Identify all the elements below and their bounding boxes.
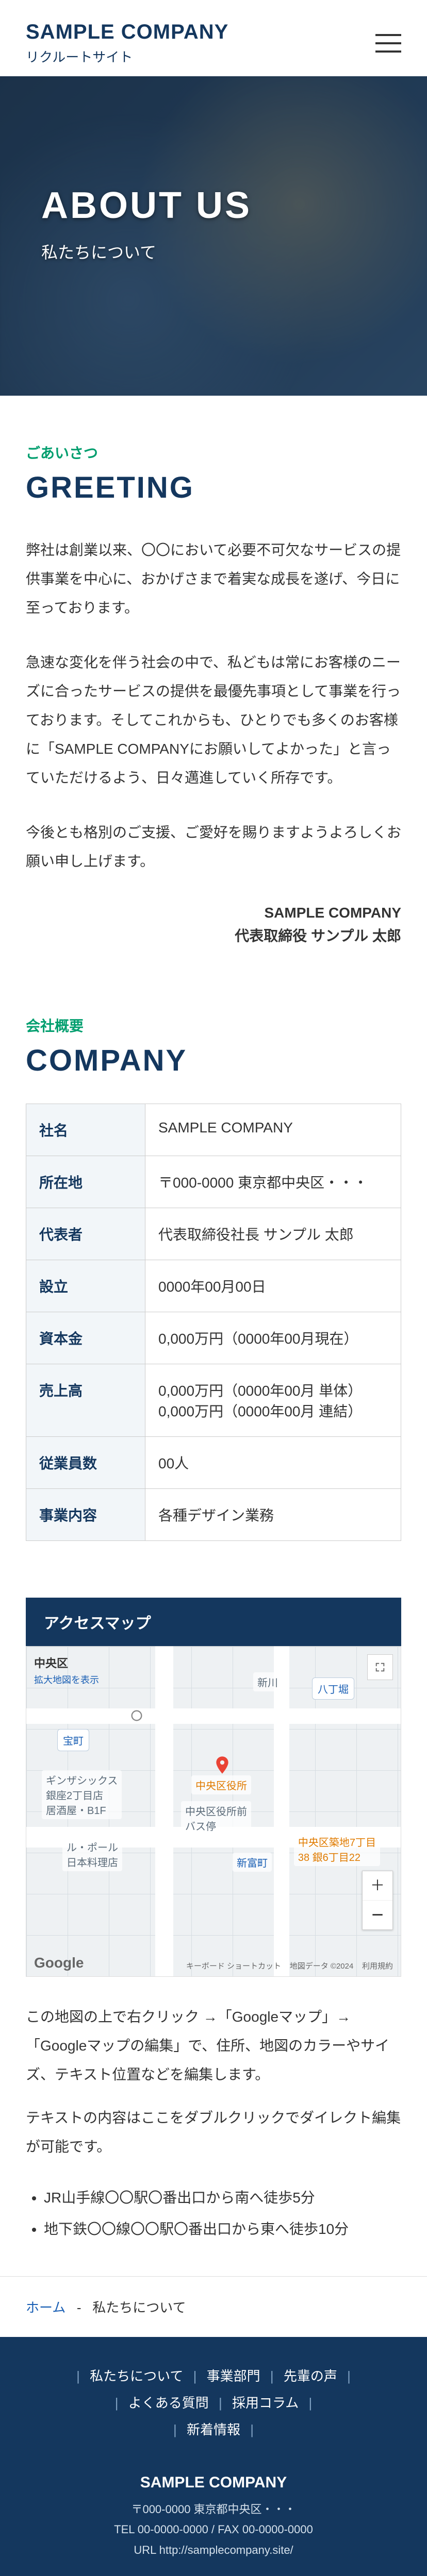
map-zoom-controls: ＋ − xyxy=(362,1871,393,1930)
map-area-name: 中央区 xyxy=(34,1654,99,1671)
breadcrumb-home[interactable]: ホーム xyxy=(26,2300,65,2315)
table-row: 従業員数00人 xyxy=(26,1436,401,1488)
greeting-label: ごあいさつ xyxy=(26,442,401,463)
footer-link[interactable]: 先輩の声 xyxy=(284,2368,337,2384)
menu-button[interactable] xyxy=(375,34,401,53)
greeting-p1: 弊社は創業以来、〇〇において必要不可欠なサービスの提供事業を中心に、おかげさまで… xyxy=(26,536,401,622)
map-label-chuoku-yakusho: 中央区役所 xyxy=(191,1775,251,1794)
table-value: 各種デザイン業務 xyxy=(145,1488,401,1540)
table-key: 従業員数 xyxy=(26,1436,145,1488)
company-table: 社名SAMPLE COMPANY所在地〒000-0000 東京都中央区・・・代表… xyxy=(26,1104,401,1541)
footer-link[interactable]: 私たちについて xyxy=(90,2368,183,2384)
access-list: JR山手線〇〇駅〇番出口から南へ徒歩5分地下鉄〇〇線〇〇駅〇番出口から東へ徒歩1… xyxy=(26,2182,401,2245)
map-terms[interactable]: 利用規約 xyxy=(362,1962,393,1971)
table-key: 資本金 xyxy=(26,1312,145,1364)
map-label-ginza2: ギンザシックス 銀座2丁目店 居酒屋・B1F xyxy=(42,1770,122,1819)
map-pin-icon[interactable] xyxy=(212,1755,233,1775)
breadcrumb: ホーム - 私たちについて xyxy=(0,2276,427,2337)
sign-rep: 代表取締役 サンプル 太郎 xyxy=(26,925,401,948)
map-note-p1: この地図の上で右クリック →「Googleマップ」→「Googleマップの編集」… xyxy=(26,2003,401,2089)
table-value: 0000年00月00日 xyxy=(145,1260,401,1312)
hero-title: ABOUT US xyxy=(41,184,252,227)
breadcrumb-current: 私たちについて xyxy=(92,2300,186,2315)
hero-subtitle: 私たちについて xyxy=(41,240,252,263)
zoom-in-button[interactable]: ＋ xyxy=(363,1871,392,1901)
signature: SAMPLE COMPANY 代表取締役 サンプル 太郎 xyxy=(26,902,401,948)
fullscreen-button[interactable] xyxy=(367,1654,393,1680)
header-branding: SAMPLE COMPANY リクルートサイト xyxy=(26,21,228,66)
company-label: 会社概要 xyxy=(26,1015,401,1036)
table-key: 所在地 xyxy=(26,1156,145,1208)
map-shortcut[interactable]: キーボード ショートカット xyxy=(186,1962,281,1971)
greeting-p3: 今後とも格別のご支援、ご愛好を賜りますようよろしくお願い申し上げます。 xyxy=(26,818,401,876)
map-attribution: Google キーボード ショートカット 地図データ ©2024 利用規約 xyxy=(26,1955,401,1971)
list-item: JR山手線〇〇駅〇番出口から南へ徒歩5分 xyxy=(44,2182,401,2214)
map-station-hacchobori: 八丁堀 xyxy=(312,1677,354,1700)
table-row: 事業内容各種デザイン業務 xyxy=(26,1488,401,1540)
table-value: 0,000万円（0000年00月現在） xyxy=(145,1312,401,1364)
footer-company: SAMPLE COMPANY xyxy=(21,2474,406,2492)
footer-link[interactable]: 事業部門 xyxy=(207,2368,260,2384)
table-value: SAMPLE COMPANY xyxy=(145,1104,401,1156)
map-top-left: 中央区 拡大地図を表示 xyxy=(34,1654,99,1686)
table-key: 代表者 xyxy=(26,1208,145,1260)
footer-link[interactable]: 新着情報 xyxy=(187,2422,240,2437)
map-label-ruporu: ル・ポール 日本料理店 xyxy=(62,1837,122,1871)
table-key: 事業内容 xyxy=(26,1488,145,1540)
greeting-p2: 急速な変化を伴う社会の中で、私どもは常にお客様のニーズに合ったサービスの提供を最… xyxy=(26,648,401,792)
table-value: 〒000-0000 東京都中央区・・・ xyxy=(145,1156,401,1208)
list-item: 地下鉄〇〇線〇〇駅〇番出口から東へ徒歩10分 xyxy=(44,2213,401,2245)
table-row: 社名SAMPLE COMPANY xyxy=(26,1104,401,1156)
greeting-section: ごあいさつ GREETING 弊社は創業以来、〇〇において必要不可欠なサービスの… xyxy=(0,396,427,969)
table-value: 代表取締役社長 サンプル 太郎 xyxy=(145,1208,401,1260)
company-title: COMPANY xyxy=(26,1043,401,1078)
footer-link[interactable]: 採用コラム xyxy=(232,2395,299,2411)
footer-addr2: TEL 00-0000-0000 / FAX 00-0000-0000 xyxy=(21,2519,406,2540)
google-logo: Google xyxy=(34,1955,84,1971)
table-row: 売上高0,000万円（0000年00月 単体） 0,000万円（0000年00月… xyxy=(26,1364,401,1436)
table-key: 売上高 xyxy=(26,1364,145,1436)
map-note-p2: テキストの内容はここをダブルクリックでダイレクト編集が可能です。 xyxy=(26,2104,401,2161)
map-label-chuoku-yakusho-mae: 中央区役所前 バス停 xyxy=(181,1801,251,1835)
table-row: 設立0000年00月00日 xyxy=(26,1260,401,1312)
table-row: 資本金0,000万円（0000年00月現在） xyxy=(26,1312,401,1364)
map-data-copyright: 地図データ ©2024 xyxy=(290,1962,354,1971)
table-value: 00人 xyxy=(145,1436,401,1488)
footer-addr3: URL http://samplecompany.site/ xyxy=(21,2540,406,2561)
site-subtitle: リクルートサイト xyxy=(26,47,228,66)
map-note: この地図の上で右クリック →「Googleマップ」→「Googleマップの編集」… xyxy=(26,2003,401,2161)
company-section: 会社概要 COMPANY 社名SAMPLE COMPANY所在地〒000-000… xyxy=(0,969,427,1562)
zoom-out-button[interactable]: − xyxy=(363,1901,392,1929)
map-frame[interactable]: 中央区 拡大地図を表示 新川 宝町 八丁堀 ギンザシックス 銀座2丁目店 居酒屋… xyxy=(26,1646,401,1977)
access-map-header: アクセスマップ xyxy=(26,1598,401,1646)
site-footer: | 私たちについて | 事業部門 | 先輩の声 || よくある質問 | 採用コラ… xyxy=(0,2337,427,2576)
map-pin-icon[interactable] xyxy=(129,1708,144,1723)
map-label-chuo-tsukiji: 中央区築地7丁目 38 銀6丁目22 xyxy=(294,1832,380,1866)
greeting-title: GREETING xyxy=(26,470,401,505)
breadcrumb-sep: - xyxy=(77,2300,81,2315)
map-station-takaracho: 宝町 xyxy=(57,1729,89,1751)
map-label-shinkawa: 新川 xyxy=(253,1672,282,1691)
table-key: 社名 xyxy=(26,1104,145,1156)
footer-links: | 私たちについて | 事業部門 | 先輩の声 || よくある質問 | 採用コラ… xyxy=(21,2363,406,2443)
sign-company: SAMPLE COMPANY xyxy=(26,902,401,925)
footer-address: 〒000-0000 東京都中央区・・・ TEL 00-0000-0000 / F… xyxy=(21,2499,406,2561)
table-key: 設立 xyxy=(26,1260,145,1312)
footer-addr1: 〒000-0000 東京都中央区・・・ xyxy=(21,2499,406,2520)
access-section: アクセスマップ 中央区 拡大地図を表示 新川 宝町 八丁堀 ギンザシックス 銀座… xyxy=(0,1598,427,2245)
site-header: SAMPLE COMPANY リクルートサイト xyxy=(0,0,427,76)
hero: ABOUT US 私たちについて xyxy=(0,76,427,396)
site-name: SAMPLE COMPANY xyxy=(26,21,228,44)
footer-link[interactable]: よくある質問 xyxy=(128,2395,209,2411)
map-enlarge-link[interactable]: 拡大地図を表示 xyxy=(34,1673,99,1686)
map-label-shintomicho: 新富町 xyxy=(233,1853,272,1872)
table-row: 所在地〒000-0000 東京都中央区・・・ xyxy=(26,1156,401,1208)
table-row: 代表者代表取締役社長 サンプル 太郎 xyxy=(26,1208,401,1260)
table-value: 0,000万円（0000年00月 単体） 0,000万円（0000年00月 連結… xyxy=(145,1364,401,1436)
